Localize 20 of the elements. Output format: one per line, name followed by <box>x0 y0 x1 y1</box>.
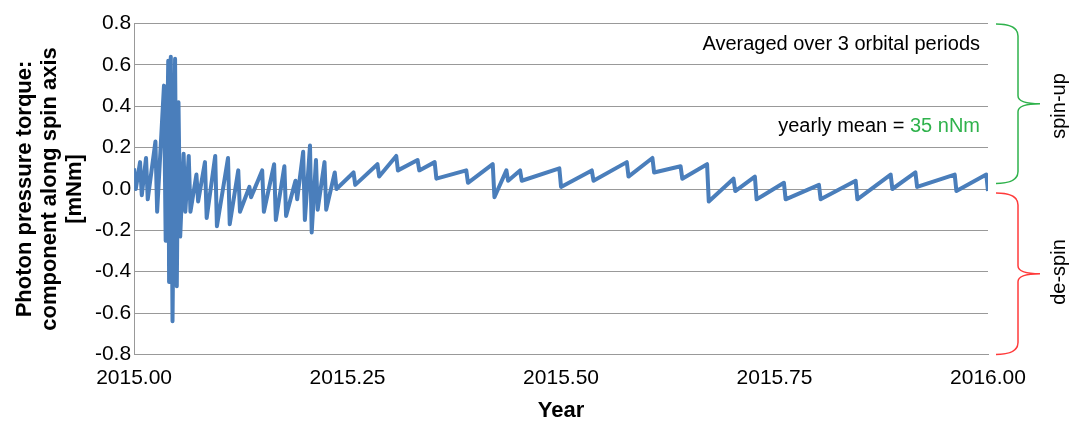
text: spin-up <box>1046 73 1070 140</box>
y-axis-title: Photon pressure torque: component along spin axis [mNm] <box>10 47 87 331</box>
x-tick-label: 2015.75 <box>736 364 813 388</box>
y-tick-label: 0.0 <box>101 175 132 199</box>
y-tick-label: 0.2 <box>101 134 132 158</box>
annotation: yearly mean = 35 nNm <box>778 114 980 137</box>
text: de-spin <box>1046 238 1070 305</box>
y-tick-label: -0.4 <box>94 258 132 282</box>
x-tick-label: 2015.25 <box>309 364 386 388</box>
annotation: Averaged over 3 orbital periods <box>702 31 980 54</box>
y-tick-label: 0.4 <box>101 93 132 117</box>
x-tick-label: 2016.00 <box>950 364 1026 388</box>
y-tick-label: 0.8 <box>101 10 132 34</box>
x-axis-title: Year <box>537 396 585 422</box>
y-tick-label: -0.8 <box>94 341 132 365</box>
x-tick-label: 2015.00 <box>96 364 173 388</box>
y-tick-label: -0.6 <box>94 299 132 323</box>
y-tick-label: 0.6 <box>101 51 132 75</box>
y-tick-label: -0.2 <box>94 217 132 241</box>
x-tick-label: 2015.50 <box>523 364 599 388</box>
